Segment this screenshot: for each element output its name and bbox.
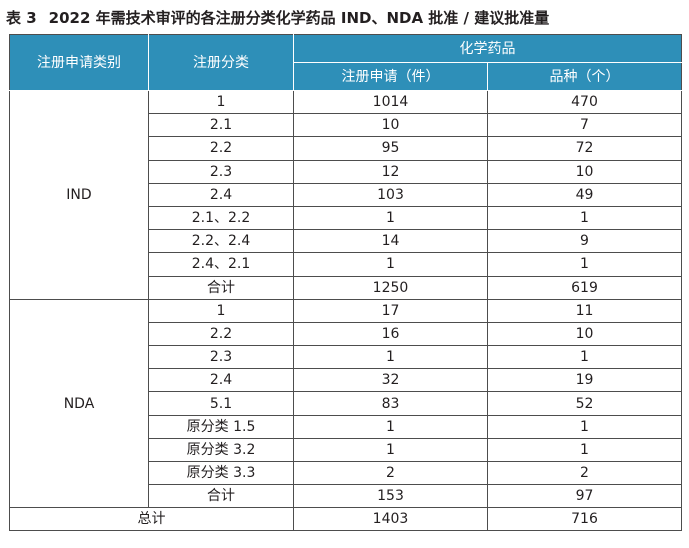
cell-varieties: 19 — [487, 368, 682, 393]
cell-varieties: 97 — [487, 484, 682, 509]
cell-varieties: 10 — [487, 321, 682, 347]
cell-applications: 95 — [293, 136, 488, 161]
cell-registration-class: 2.3 — [148, 159, 294, 184]
table-row: 合计 1250 619 — [10, 275, 682, 300]
cell-registration-class: 原分类 3.3 — [148, 460, 294, 486]
header-applications: 注册申请（件） — [293, 62, 488, 91]
cell-varieties: 1 — [487, 252, 682, 277]
table-row: NDA 1 17 11 — [9, 298, 682, 509]
cell-registration-class: 2.4、2.1 — [148, 252, 294, 277]
header-varieties: 品种（个） — [487, 62, 682, 91]
cell-applications: 1 — [293, 345, 488, 370]
cell-varieties: 49 — [487, 182, 682, 207]
cell-applications: 2 — [293, 460, 488, 486]
cell-applications: 17 — [293, 298, 488, 323]
table-row: 原分类 3.2 1 1 — [10, 437, 682, 463]
cell-registration-class: 2.2 — [148, 136, 294, 161]
table-row: 2.4 103 49 — [10, 182, 682, 207]
table-row: IND 1 1014 470 — [9, 89, 682, 300]
total-label: 总计 — [9, 507, 294, 532]
cell-applications: 1250 — [293, 275, 488, 300]
cell-registration-class: 1 — [148, 298, 294, 323]
cell-registration-class: 2.1、2.2 — [148, 205, 294, 231]
cell-applications: 83 — [293, 391, 488, 416]
cell-varieties: 2 — [487, 460, 682, 486]
cell-varieties: 72 — [487, 136, 682, 161]
total-varieties: 716 — [487, 507, 682, 532]
table-row: 5.1 83 52 — [10, 391, 682, 416]
table-body: IND 1 1014 470 2.1 10 7 2.2 95 72 2.3 12 10 2.4 103 49 2… — [9, 89, 682, 532]
cell-applications: 14 — [293, 229, 488, 254]
header-chemical-drugs: 化学药品 — [293, 34, 682, 63]
table-row: 2.3 12 10 — [10, 159, 682, 184]
cell-varieties: 52 — [487, 391, 682, 416]
cell-varieties: 1 — [487, 414, 682, 439]
cell-applications: 153 — [293, 484, 488, 509]
cell-registration-class: 2.3 — [148, 345, 294, 370]
cell-applications: 32 — [293, 368, 488, 393]
cell-applications: 1 — [293, 205, 488, 231]
cell-varieties: 1 — [487, 437, 682, 463]
table-row: 合计 153 97 — [10, 484, 682, 509]
table-row: 原分类 3.3 2 2 — [10, 460, 682, 486]
cell-registration-class: 原分类 1.5 — [148, 414, 294, 439]
cell-registration-class: 2.4 — [148, 182, 294, 207]
cell-applications: 10 — [293, 113, 488, 138]
table-header: 注册申请类别 注册分类 化学药品 注册申请（件） 品种（个） — [9, 34, 682, 91]
cell-registration-class: 2.4 — [148, 368, 294, 393]
cell-registration-class: 2.1 — [148, 113, 294, 138]
cell-registration-class: 5.1 — [148, 391, 294, 416]
table-row: 2.3 1 1 — [10, 345, 682, 370]
cell-varieties: 11 — [487, 298, 682, 323]
group-label-nda: NDA — [9, 298, 149, 509]
table-number: 表 3 — [6, 9, 37, 27]
table-row: 2.2 16 10 — [10, 321, 682, 347]
cell-registration-class: 2.2、2.4 — [148, 229, 294, 254]
cell-registration-class: 1 — [148, 89, 294, 115]
cell-applications: 1 — [293, 437, 488, 463]
table-title: 2022 年需技术审评的各注册分类化学药品 IND、NDA 批准 / 建议批准量 — [48, 9, 550, 27]
cell-registration-class: 合计 — [148, 484, 294, 509]
cell-registration-class: 原分类 3.2 — [148, 437, 294, 463]
cell-applications: 1 — [293, 252, 488, 277]
total-row: 总计 1403 716 — [9, 507, 682, 532]
cell-applications: 1014 — [293, 89, 488, 115]
table-row: 2.1 10 7 — [10, 113, 682, 138]
cell-applications: 12 — [293, 159, 488, 184]
cell-applications: 1 — [293, 414, 488, 439]
cell-varieties: 1 — [487, 205, 682, 231]
cell-varieties: 470 — [487, 89, 682, 115]
table-row: 2.2、2.4 14 9 — [10, 229, 682, 254]
cell-varieties: 9 — [487, 229, 682, 254]
cell-varieties: 619 — [487, 275, 682, 300]
table-row: 2.1、2.2 1 1 — [10, 205, 682, 231]
table-caption: 表 3 2022 年需技术审评的各注册分类化学药品 IND、NDA 批准 / 建议… — [6, 7, 549, 28]
header-registration-class: 注册分类 — [148, 34, 294, 91]
cell-varieties: 1 — [487, 345, 682, 370]
cell-varieties: 10 — [487, 159, 682, 184]
cell-registration-class: 2.2 — [148, 321, 294, 347]
cell-applications: 16 — [293, 321, 488, 347]
header-application-type: 注册申请类别 — [9, 34, 149, 91]
cell-registration-class: 合计 — [148, 275, 294, 300]
group-label-ind: IND — [9, 90, 149, 300]
cell-applications: 103 — [293, 182, 488, 207]
cell-varieties: 7 — [487, 113, 682, 138]
total-applications: 1403 — [293, 507, 488, 532]
data-table: 注册申请类别 注册分类 化学药品 注册申请（件） 品种（个） IND 1 1014 4… — [9, 34, 682, 532]
